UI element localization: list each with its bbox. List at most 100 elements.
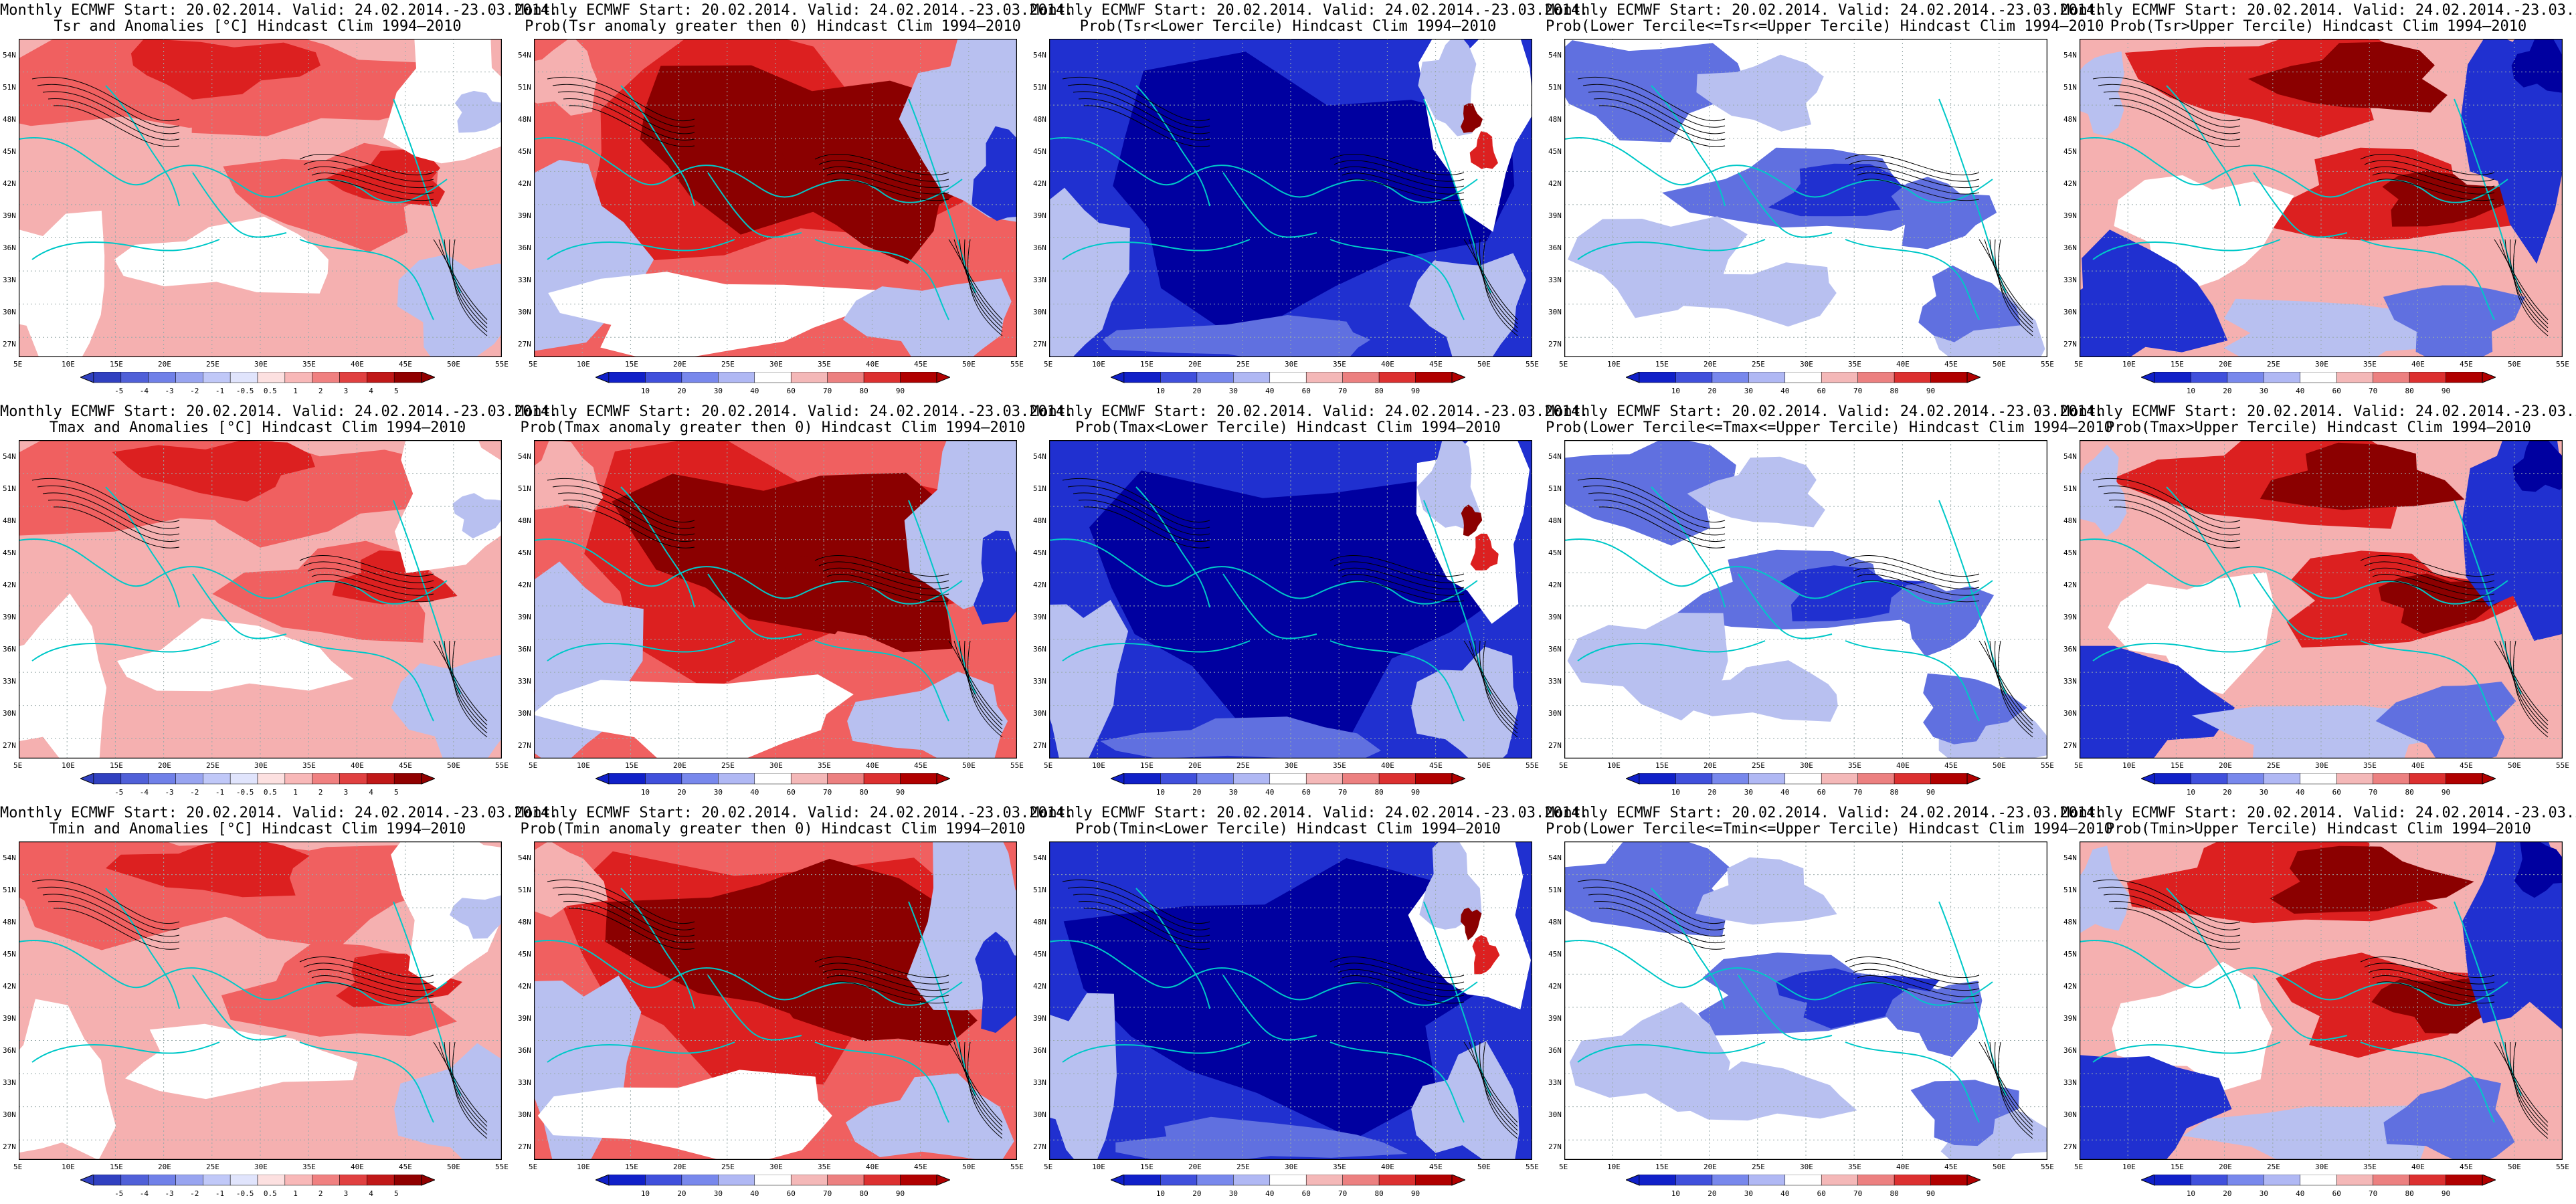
map-frame	[1049, 440, 1532, 759]
colorbar-end-arrow	[1451, 371, 1467, 383]
map-shaded-region	[1115, 1116, 1408, 1160]
latitude-label: 36N	[3, 243, 16, 252]
contour-line	[433, 640, 488, 722]
colorbar-segment	[790, 371, 828, 383]
colorbar-segment	[1930, 1174, 1968, 1186]
latitude-label: 51N	[1548, 484, 1562, 493]
colorbar-segment	[1894, 1174, 1931, 1186]
colorbar-segment	[681, 371, 719, 383]
panel-subtitle: Prob(Tmin<Lower Tercile) Hindcast Clim 1…	[1075, 821, 1501, 837]
latitude-label: 36N	[518, 243, 531, 252]
contour-line	[438, 640, 488, 726]
latitude-label: 51N	[1033, 886, 1046, 894]
colorbar-tick-label: 3	[344, 387, 349, 395]
colorbar-segment	[1857, 371, 1895, 383]
contour-line	[2364, 561, 2495, 583]
colorbar-tick-label: -0.5	[236, 387, 254, 395]
latitude-label: 42N	[3, 179, 16, 188]
coastline	[1329, 640, 1465, 722]
contour-line	[1593, 500, 1726, 542]
coastline	[1738, 172, 1833, 238]
longitude-label: 40E	[1896, 360, 1910, 369]
panel-subtitle: Prob(Tsr<Lower Tercile) Hindcast Clim 19…	[1079, 18, 1497, 35]
map-shaded-region	[1564, 40, 1746, 142]
latitude-label: 45N	[1033, 147, 1046, 156]
contour-line	[2376, 580, 2495, 603]
latitude-label: 39N	[518, 613, 531, 621]
colorbar-tick-label: 30	[714, 788, 723, 797]
latitude-label: 48N	[1033, 918, 1046, 926]
contour-line	[2510, 1041, 2549, 1135]
latitude-label: 51N	[2063, 886, 2077, 894]
latitude-label: 48N	[2063, 918, 2077, 926]
longitude-label: 15E	[625, 1163, 638, 1171]
contour-line	[2372, 574, 2495, 596]
colorbar-segment	[284, 1174, 312, 1186]
contour-line	[2364, 963, 2495, 985]
coastline	[1135, 486, 1210, 608]
coastline	[620, 888, 695, 1009]
latitude-label: 48N	[3, 516, 16, 525]
longitude-label: 15E	[1140, 1163, 1154, 1171]
longitude-label: 55E	[2556, 360, 2569, 369]
colorbar-end-arrow	[1109, 1174, 1125, 1186]
contour-line	[311, 173, 434, 195]
contour-line	[1479, 640, 1518, 734]
latitude-label: 33N	[1548, 276, 1562, 284]
coastline	[192, 172, 287, 238]
panel-title: Monthly ECMWF Start: 20.02.2014. Valid: …	[0, 805, 559, 821]
coastline	[1651, 85, 1726, 207]
contour-line	[1995, 1041, 2033, 1135]
colorbar-segment	[175, 773, 203, 785]
longitude-label: 35E	[1848, 761, 1861, 770]
latitude-label: 51N	[1033, 83, 1046, 92]
contour-line	[547, 880, 695, 924]
latitude-label: 30N	[1033, 709, 1046, 718]
map-shaded-region	[2247, 41, 2448, 113]
longitude-label: 25E	[1752, 360, 1765, 369]
coastline	[192, 573, 287, 639]
coastline	[814, 640, 949, 722]
latitude-label: 33N	[1033, 276, 1046, 284]
colorbar-tick-label: 0.5	[264, 1189, 277, 1198]
longitude-label: 35E	[302, 360, 316, 369]
map-shaded-region	[612, 472, 959, 635]
colorbar-tick-label: 70	[1853, 387, 1862, 395]
colorbar-segment	[1160, 1174, 1198, 1186]
colorbar-tick-label: -4	[140, 788, 149, 797]
longitude-label: 10E	[62, 1163, 75, 1171]
contour-line	[1062, 77, 1210, 121]
colorbar-end-arrow	[594, 371, 610, 383]
latitude-label: 45N	[1548, 950, 1562, 959]
coastline	[2080, 137, 2508, 203]
colorbar-end-arrow	[79, 1174, 94, 1186]
colorbar-segment	[608, 773, 646, 785]
colorbar-tick-label: 40	[750, 1189, 759, 1198]
colorbar-tick-label: 60	[1302, 387, 1311, 395]
contour-line	[48, 98, 180, 141]
contour-line	[299, 555, 434, 577]
contour-line	[1329, 555, 1465, 577]
contour-line	[452, 1041, 488, 1139]
longitude-label: 55E	[495, 1163, 509, 1171]
latitude-label: 45N	[3, 548, 16, 557]
forecast-map	[19, 841, 502, 1160]
contour-line	[818, 160, 949, 182]
latitude-label: 48N	[1548, 918, 1562, 926]
longitude-label: 55E	[2041, 360, 2054, 369]
longitude-label: 55E	[1010, 360, 1024, 369]
contour-line	[1861, 179, 1980, 201]
latitude-label: 30N	[1548, 1110, 1562, 1119]
contour-line	[2098, 886, 2241, 930]
colorbar-segment	[1639, 371, 1676, 383]
map-shaded-region	[1461, 908, 1482, 940]
map-shaded-region	[1472, 935, 1500, 975]
contour-line	[1078, 500, 1210, 542]
colorbar-tick-label: 60	[787, 1189, 796, 1198]
contour-line	[1483, 640, 1518, 738]
map-shaded-region	[2080, 51, 2124, 136]
colorbar-tick-label: 70	[1853, 788, 1862, 797]
map-shaded-region	[2080, 845, 2130, 934]
coastline	[1049, 538, 1478, 605]
colorbar-tick-label: -2	[190, 387, 199, 395]
